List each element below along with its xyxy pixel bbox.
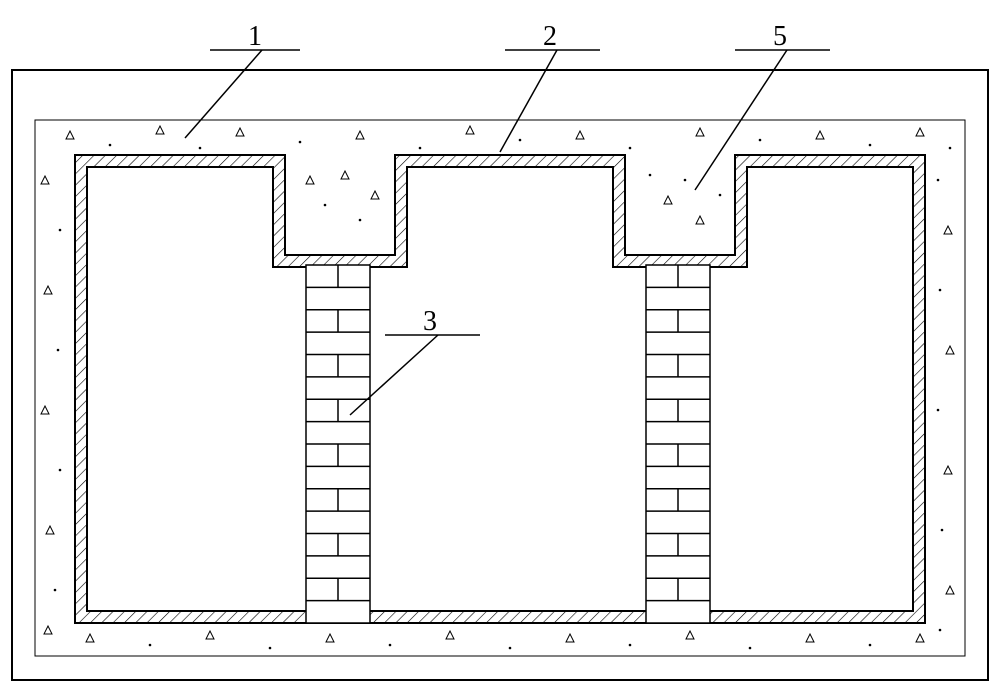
speckle-dot (419, 147, 422, 150)
brick-column-1 (306, 265, 370, 623)
speckle-triangle (41, 406, 49, 414)
speckle-triangle (356, 131, 364, 139)
speckle-dot (359, 219, 362, 222)
speckle-triangle (916, 634, 924, 642)
speckle-dot (749, 647, 752, 650)
speckle-triangle (946, 586, 954, 594)
speckle-triangle (576, 131, 584, 139)
speckle-dot (54, 589, 57, 592)
speckle-dot (649, 174, 652, 177)
steel-lining (75, 155, 925, 623)
speckle-triangle (686, 631, 694, 639)
speckle-dot (324, 204, 327, 207)
speckle-triangle (944, 226, 952, 234)
speckle-triangle (236, 128, 244, 136)
speckle-dot (939, 629, 942, 632)
speckle-triangle (466, 126, 474, 134)
speckle-dot (629, 147, 632, 150)
speckle-dot (937, 409, 940, 412)
speckle-triangle (44, 286, 52, 294)
label-3: 3 (423, 306, 437, 337)
speckle-dot (759, 139, 762, 142)
label-2: 2 (543, 21, 557, 52)
concrete-speckle-layer (41, 126, 954, 649)
speckle-triangle (446, 631, 454, 639)
speckle-triangle (946, 346, 954, 354)
speckle-triangle (206, 631, 214, 639)
label-1: 1 (248, 21, 262, 52)
speckle-triangle (326, 634, 334, 642)
speckle-dot (389, 644, 392, 647)
speckle-dot (199, 147, 202, 150)
speckle-triangle (86, 634, 94, 642)
speckle-dot (719, 194, 722, 197)
speckle-dot (509, 647, 512, 650)
leader-2 (500, 50, 600, 152)
speckle-triangle (696, 216, 704, 224)
speckle-triangle (696, 128, 704, 136)
speckle-triangle (44, 626, 52, 634)
speckle-dot (519, 139, 522, 142)
speckle-dot (299, 141, 302, 144)
brick-column-2 (646, 265, 710, 623)
speckle-dot (59, 229, 62, 232)
speckle-dot (949, 147, 952, 150)
speckle-triangle (944, 466, 952, 474)
speckle-triangle (306, 176, 314, 184)
speckle-triangle (566, 634, 574, 642)
speckle-triangle (46, 526, 54, 534)
speckle-triangle (916, 128, 924, 136)
speckle-dot (149, 644, 152, 647)
speckle-triangle (341, 171, 349, 179)
speckle-triangle (66, 131, 74, 139)
speckle-dot (941, 529, 944, 532)
speckle-dot (57, 349, 60, 352)
speckle-triangle (41, 176, 49, 184)
speckle-dot (109, 144, 112, 147)
speckle-triangle (156, 126, 164, 134)
leader-1 (185, 50, 300, 138)
speckle-dot (869, 144, 872, 147)
speckle-dot (939, 289, 942, 292)
speckle-triangle (371, 191, 379, 199)
speckle-dot (59, 469, 62, 472)
speckle-dot (629, 644, 632, 647)
speckle-triangle (664, 196, 672, 204)
speckle-dot (684, 179, 687, 182)
speckle-dot (269, 647, 272, 650)
speckle-dot (937, 179, 940, 182)
speckle-dot (869, 644, 872, 647)
speckle-triangle (806, 634, 814, 642)
concrete-outer-boundary (35, 120, 965, 656)
speckle-triangle (816, 131, 824, 139)
label-5: 5 (773, 21, 787, 52)
